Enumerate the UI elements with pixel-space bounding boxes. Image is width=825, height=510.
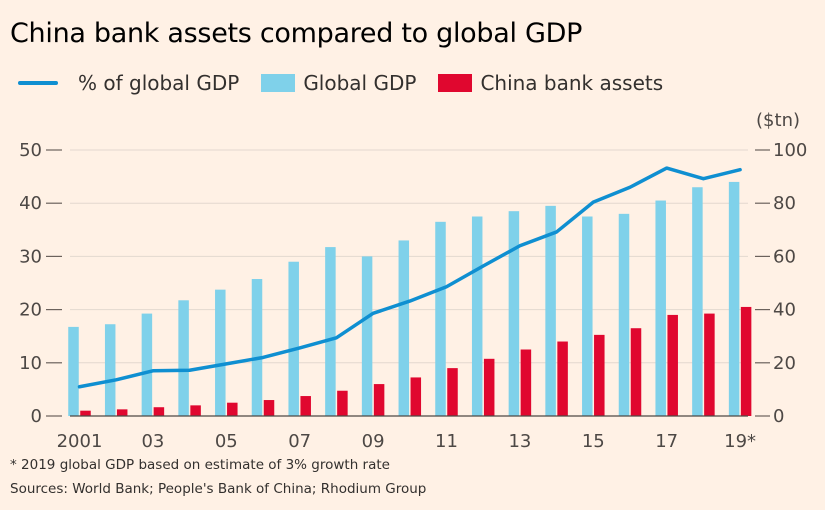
bar-global-gdp	[398, 240, 410, 416]
right-tick-label: 100	[773, 140, 807, 161]
line-percent-of-global-gdp	[77, 166, 742, 389]
right-tick-label: 0	[773, 406, 784, 427]
bar-china-bank-assets	[447, 368, 458, 416]
sources: Sources: World Bank; People's Bank of Ch…	[10, 481, 427, 497]
bar-china-bank-assets	[337, 390, 348, 416]
bar-china-bank-assets	[410, 377, 422, 416]
right-tick-label: 80	[773, 193, 796, 214]
legend-label-global-gdp: Global GDP	[303, 71, 417, 95]
bar-global-gdp	[215, 289, 226, 416]
x-tick-label: 03	[141, 431, 164, 452]
right-tick-label: 60	[773, 246, 796, 267]
bar-china-bank-assets	[557, 341, 568, 416]
bar-global-gdp	[68, 326, 79, 416]
left-tick-label: 10	[19, 353, 42, 374]
left-tick-label: 40	[19, 193, 42, 214]
x-tick-label: 07	[288, 431, 311, 452]
x-tick-label: 19*	[724, 431, 756, 452]
bar-global-gdp	[251, 279, 263, 416]
bar-china-bank-assets	[190, 405, 201, 416]
x-tick-label: 13	[508, 431, 531, 452]
x-tick-label: 2001	[57, 431, 103, 452]
bar-china-bank-assets	[594, 334, 605, 416]
bar-global-gdp	[692, 187, 703, 416]
bar-china-bank-assets	[704, 313, 715, 416]
bar-global-gdp	[471, 216, 483, 416]
chart-area: 0 10 20 30 40 50 0 20 40 60 80 100 ($tn) 2001 03 05 07 09…	[19, 110, 807, 452]
line-series	[77, 166, 742, 389]
bar-global-gdp	[582, 216, 593, 416]
bar-china-bank-assets	[300, 396, 311, 416]
x-tick-label: 15	[582, 431, 605, 452]
x-tick-label: 11	[435, 431, 458, 452]
bar-china-bank-assets	[263, 400, 275, 416]
left-tick-label: 50	[19, 140, 42, 161]
bar-global-gdp	[728, 181, 740, 416]
bar-global-gdp	[618, 213, 630, 416]
bars	[68, 181, 752, 416]
bar-global-gdp	[435, 221, 446, 416]
bar-china-bank-assets	[630, 328, 642, 416]
x-tick-label: 09	[362, 431, 385, 452]
bar-china-bank-assets	[740, 306, 752, 416]
right-tick-label: 20	[773, 353, 796, 374]
bar-china-bank-assets	[373, 384, 385, 416]
bar-global-gdp	[508, 211, 520, 416]
bar-china-bank-assets	[667, 314, 678, 416]
left-tick-label: 30	[19, 246, 42, 267]
bar-global-gdp	[178, 300, 189, 416]
legend-label-china-assets: China bank assets	[480, 71, 664, 95]
legend-swatch-global-gdp	[261, 74, 296, 92]
bar-global-gdp	[325, 247, 336, 416]
left-tick-label: 20	[19, 300, 42, 321]
chart-title: China bank assets compared to global GDP	[10, 18, 583, 49]
x-tick-label: 17	[655, 431, 678, 452]
bar-china-bank-assets	[483, 358, 495, 416]
legend: % of global GDP Global GDP China bank as…	[12, 68, 685, 98]
legend-item-china-assets: China bank assets	[438, 71, 663, 95]
bar-global-gdp	[655, 200, 666, 416]
bar-china-bank-assets	[227, 402, 238, 416]
right-axis-unit: ($tn)	[756, 110, 800, 131]
footnote: * 2019 global GDP based on estimate of 3…	[10, 457, 390, 473]
bar-global-gdp	[545, 205, 556, 416]
bar-global-gdp	[288, 261, 299, 416]
bar-china-bank-assets	[520, 349, 532, 416]
legend-item-global-gdp: Global GDP	[261, 71, 416, 95]
x-tick-label: 05	[215, 431, 238, 452]
bar-china-bank-assets	[153, 407, 165, 416]
axes: 0 10 20 30 40 50 0 20 40 60 80 100 ($tn) 2001 03 05 07 09…	[19, 110, 807, 452]
legend-swatch-china-assets	[438, 74, 473, 92]
bar-global-gdp	[104, 324, 116, 416]
bar-china-bank-assets	[80, 410, 91, 416]
bar-china-bank-assets	[116, 409, 128, 416]
legend-line-swatch	[18, 81, 58, 85]
bar-global-gdp	[361, 256, 373, 416]
left-tick-label: 0	[31, 406, 42, 427]
legend-item-percent: % of global GDP	[12, 71, 239, 95]
bar-global-gdp	[141, 313, 153, 416]
right-tick-label: 40	[773, 300, 796, 321]
legend-label-percent: % of global GDP	[78, 71, 240, 95]
